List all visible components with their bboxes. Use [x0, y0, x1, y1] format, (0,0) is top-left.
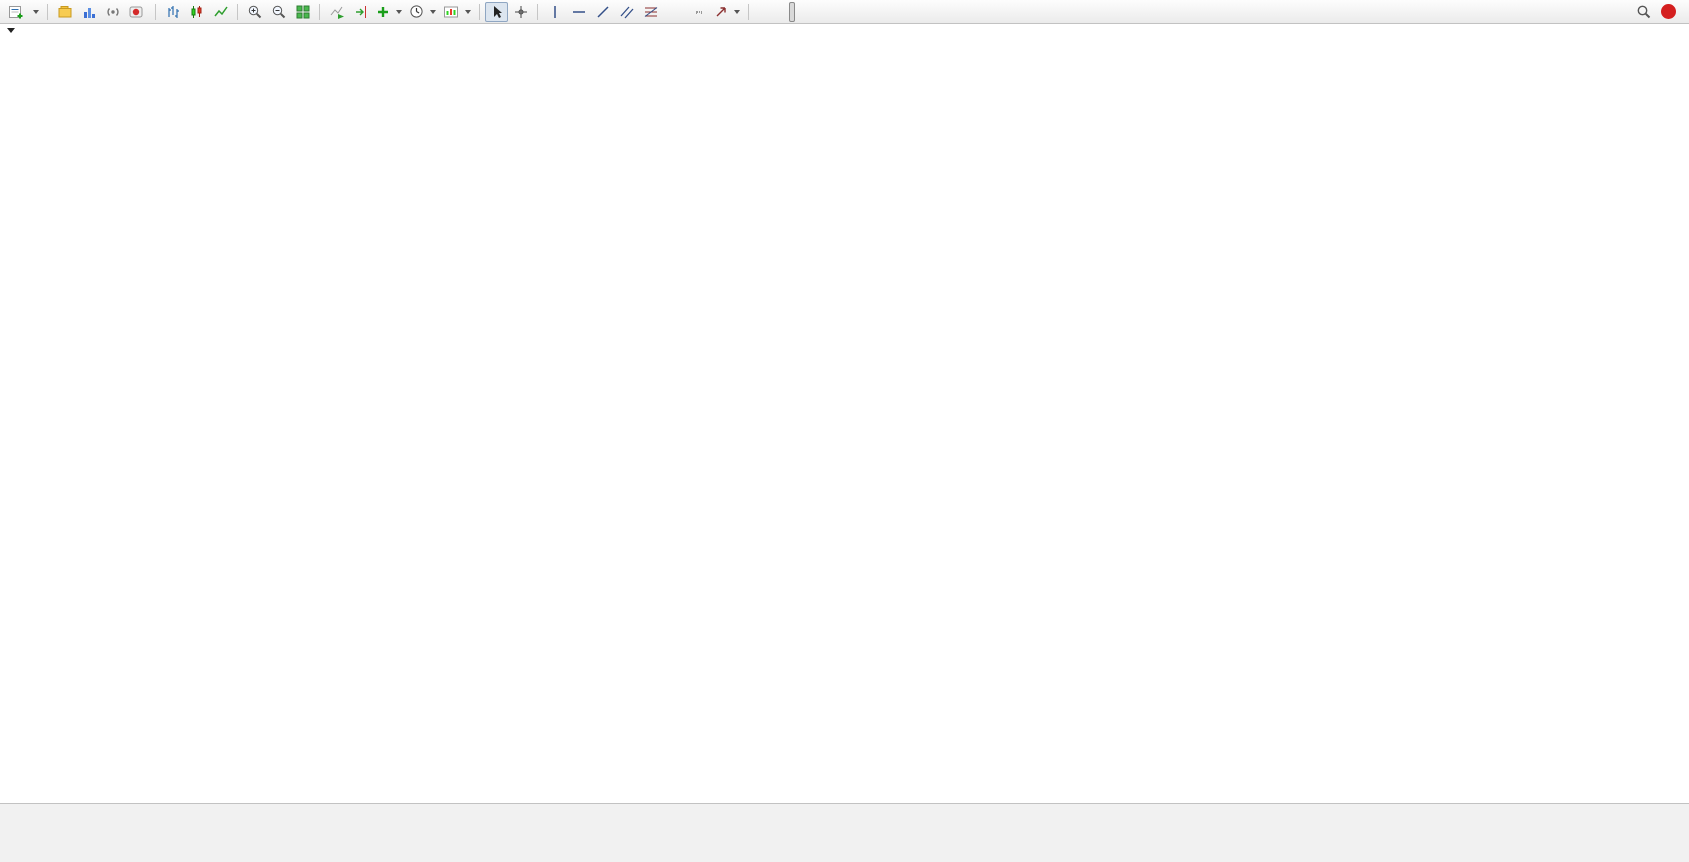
signals-icon [106, 7, 119, 16]
autotrade-button[interactable] [125, 2, 150, 22]
template-icon [444, 6, 458, 17]
timeframe-mn-button[interactable] [810, 2, 816, 22]
zoom-out-icon [272, 5, 285, 18]
fibonacci-tool-button[interactable] [639, 2, 662, 22]
timeframe-m30-button[interactable] [775, 2, 781, 22]
zoom-out-button[interactable] [267, 2, 290, 22]
trendline-icon [596, 5, 609, 18]
arrow-object-icon [716, 6, 726, 16]
chart-shift-button[interactable] [349, 2, 372, 22]
cursor-tool-button[interactable] [485, 1, 508, 22]
separator [47, 3, 48, 20]
period-button[interactable] [406, 2, 439, 22]
auto-scroll-icon [330, 6, 344, 19]
tile-windows-button[interactable] [291, 2, 314, 22]
fibonacci-icon [644, 6, 657, 17]
market-watch-icon [83, 7, 95, 18]
separator [319, 3, 320, 20]
trendline-tool-button[interactable] [591, 2, 614, 22]
plus-icon [378, 6, 388, 17]
horizontal-line-tool-button[interactable] [567, 2, 590, 22]
signals-button[interactable] [101, 2, 124, 22]
candlestick-chart-button[interactable] [185, 2, 208, 22]
zoom-in-button[interactable] [243, 2, 266, 22]
tile-windows-icon [296, 5, 309, 18]
timeframe-d1-button[interactable] [796, 2, 802, 22]
new-order-button[interactable] [5, 2, 42, 22]
chevron-down-icon [396, 9, 402, 14]
timeframe-m15-button[interactable] [768, 2, 774, 22]
timeframe-h4-button[interactable] [789, 1, 795, 22]
timeframe-w1-button[interactable] [803, 2, 809, 22]
timeframe-m1-button[interactable] [754, 2, 760, 22]
clock-icon [410, 5, 423, 18]
vertical-line-icon [553, 5, 556, 18]
auto-scroll-button[interactable] [325, 2, 348, 22]
chevron-down-icon [33, 9, 39, 14]
separator [537, 3, 538, 20]
profiles-icon [58, 5, 71, 17]
notification-badge[interactable] [1661, 4, 1676, 19]
crosshair-tool-button[interactable] [509, 2, 532, 22]
label-tool-button[interactable] [687, 2, 710, 22]
separator [237, 3, 238, 20]
chart-title [7, 28, 19, 33]
line-chart-button[interactable] [209, 2, 232, 22]
market-watch-button[interactable] [77, 2, 100, 22]
search-button[interactable] [1632, 2, 1655, 22]
horizontal-line-icon [572, 10, 585, 13]
candlestick-chart-icon [191, 5, 201, 18]
separator [155, 3, 156, 20]
line-chart-icon [213, 6, 228, 16]
channel-tool-button[interactable] [615, 2, 638, 22]
toolbar [0, 0, 1689, 24]
arrows-tool-button[interactable] [711, 2, 743, 22]
chevron-down-icon [430, 9, 436, 14]
collapse-triangle-icon[interactable] [7, 28, 15, 33]
text-tool-button[interactable] [663, 2, 686, 22]
timeframe-m5-button[interactable] [761, 2, 767, 22]
add-indicator-button[interactable] [373, 2, 405, 22]
window-bottom-area [0, 803, 1689, 862]
vertical-line-tool-button[interactable] [543, 2, 566, 22]
crosshair-icon [514, 5, 527, 18]
separator [479, 3, 480, 20]
equidistant-channel-icon [620, 6, 633, 18]
chevron-down-icon [734, 9, 740, 14]
cursor-icon [493, 5, 502, 18]
chart-shift-icon [355, 5, 366, 18]
zoom-in-icon [248, 5, 261, 18]
new-order-icon [9, 5, 23, 18]
search-icon [1637, 5, 1650, 18]
profiles-button[interactable] [53, 2, 76, 22]
bar-chart-button[interactable] [161, 2, 184, 22]
timeframe-h1-button[interactable] [782, 2, 788, 22]
template-button[interactable] [440, 2, 474, 22]
chevron-down-icon [465, 9, 471, 14]
label-tool-icon [695, 10, 702, 13]
separator [748, 3, 749, 20]
autotrade-icon [129, 6, 143, 17]
bar-chart-icon [167, 5, 179, 18]
